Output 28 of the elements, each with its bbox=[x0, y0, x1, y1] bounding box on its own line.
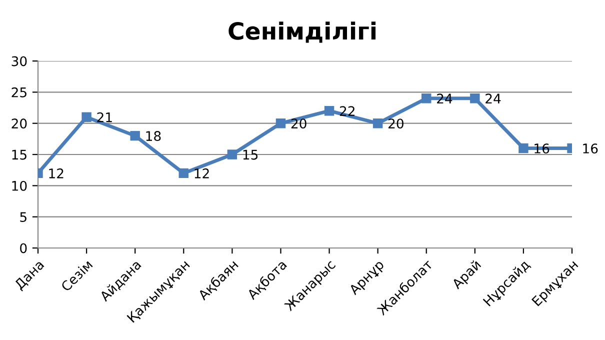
y-tick-label: 30 bbox=[12, 56, 27, 66]
point bbox=[470, 94, 480, 104]
y-tick-label: 0 bbox=[20, 243, 27, 254]
point bbox=[324, 106, 334, 116]
point bbox=[130, 130, 140, 141]
data-label: 12 bbox=[49, 168, 64, 178]
point bbox=[276, 118, 286, 128]
data-label: 24 bbox=[486, 94, 501, 104]
data-label: 18 bbox=[146, 131, 161, 142]
point bbox=[82, 112, 92, 122]
point bbox=[178, 168, 188, 178]
y-tick-label: 15 bbox=[12, 150, 26, 160]
data-label: 16 bbox=[583, 144, 598, 154]
data-label: 12 bbox=[194, 168, 209, 178]
chart-title: Сенімділігі bbox=[228, 22, 376, 43]
point bbox=[518, 143, 528, 154]
data-label: 20 bbox=[388, 118, 404, 129]
data-label: 21 bbox=[97, 112, 112, 122]
data-label: 15 bbox=[243, 150, 258, 160]
y-tick-label: 5 bbox=[20, 212, 26, 222]
point bbox=[227, 150, 238, 160]
y-tick-label: 25 bbox=[12, 87, 26, 98]
point bbox=[422, 94, 432, 104]
point bbox=[372, 118, 383, 128]
y-tick-label: 10 bbox=[12, 180, 27, 191]
y-tick-label: 20 bbox=[12, 118, 27, 129]
data-label: 20 bbox=[291, 118, 306, 129]
data-label: 22 bbox=[340, 106, 354, 116]
